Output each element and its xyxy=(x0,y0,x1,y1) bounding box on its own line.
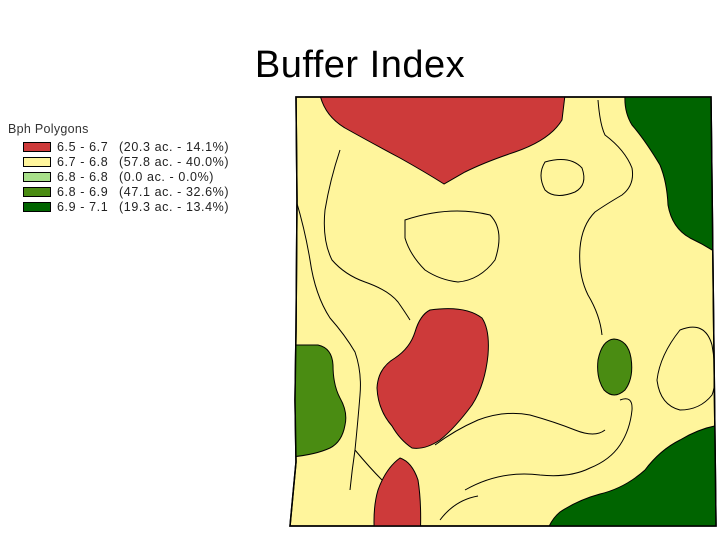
legend-stat: (0.0 ac. - 0.0%) xyxy=(119,169,215,184)
zone-polygon-green-left xyxy=(290,344,347,458)
legend-item: 6.7 - 6.8 (57.8 ac. - 40.0%) xyxy=(8,154,229,169)
legend-item: 6.9 - 7.1 (19.3 ac. - 13.4%) xyxy=(8,199,229,214)
legend-header: Bph Polygons xyxy=(8,122,89,136)
legend-range: 6.7 - 6.8 xyxy=(57,154,109,169)
legend-range: 6.9 - 7.1 xyxy=(57,199,109,214)
legend-item: 6.8 - 6.9 (47.1 ac. - 32.6%) xyxy=(8,184,229,199)
legend-swatch xyxy=(23,186,51,197)
zone-polygon-red-center xyxy=(376,308,489,449)
legend-stat: (19.3 ac. - 13.4%) xyxy=(119,199,230,214)
zone-polygon-darkgreen-bottomright xyxy=(544,424,716,526)
legend-swatch xyxy=(23,141,51,152)
zone-polygon-darkgreen-topright xyxy=(624,97,716,256)
legend-range: 6.8 - 6.8 xyxy=(57,169,109,184)
zone-polygon-red-top xyxy=(319,97,566,185)
legend-stat: (57.8 ac. - 40.0%) xyxy=(119,154,230,169)
zone-polygon-red-bottom xyxy=(373,457,422,526)
legend-item: 6.5 - 6.7 (20.3 ac. - 14.1%) xyxy=(8,139,229,154)
legend-range: 6.5 - 6.7 xyxy=(57,139,109,154)
legend-stat: (20.3 ac. - 14.1%) xyxy=(119,139,230,154)
legend: Bph Polygons 6.5 - 6.7 (20.3 ac. - 14.1%… xyxy=(8,122,229,214)
contour-lines xyxy=(295,99,716,521)
map-title: Buffer Index xyxy=(254,44,466,86)
legend-swatch xyxy=(23,171,51,182)
legend-swatch xyxy=(23,201,51,212)
legend-stat: (47.1 ac. - 32.6%) xyxy=(119,184,230,199)
field-outline xyxy=(289,96,717,527)
legend-item: 6.8 - 6.8 (0.0 ac. - 0.0%) xyxy=(8,169,229,184)
legend-range: 6.8 - 6.9 xyxy=(57,184,109,199)
zone-polygon-green-right xyxy=(597,338,633,396)
legend-swatch xyxy=(23,156,51,167)
